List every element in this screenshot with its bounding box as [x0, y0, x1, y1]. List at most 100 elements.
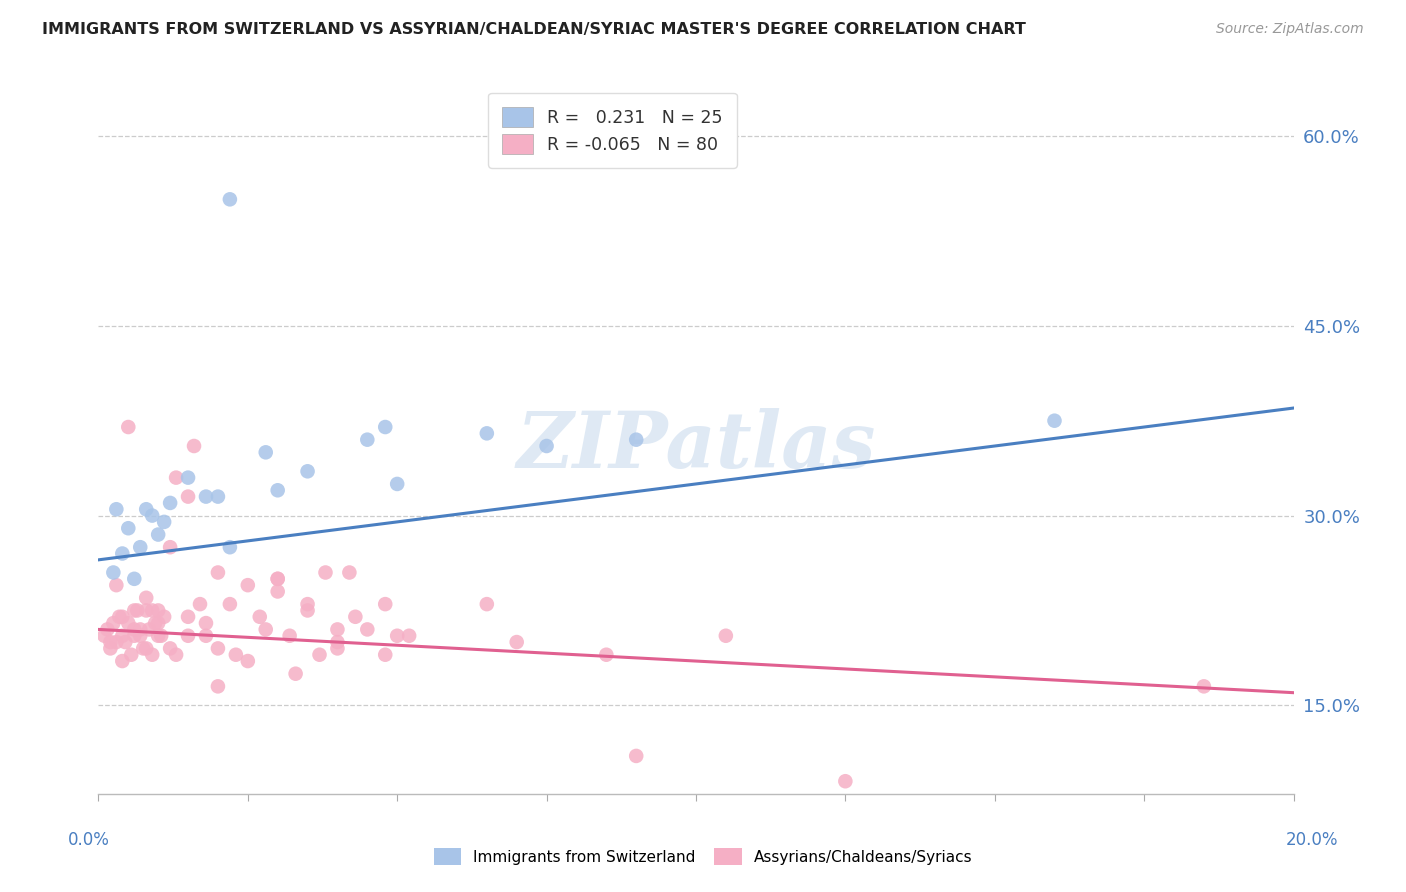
Point [374, 597, 396, 611]
Point [315, 566, 337, 580]
Point [344, 609, 367, 624]
Point [308, 648, 330, 662]
Point [150, 629, 173, 643]
Point [177, 609, 200, 624]
Point [267, 572, 290, 586]
Point [153, 515, 176, 529]
Legend: Immigrants from Switzerland, Assyrians/Chaldeans/Syriacs: Immigrants from Switzerland, Assyrians/C… [427, 842, 979, 871]
Text: Source: ZipAtlas.com: Source: ZipAtlas.com [1216, 22, 1364, 37]
Point [374, 648, 396, 662]
Point [188, 597, 211, 611]
Point [93, 629, 115, 643]
Point [249, 609, 271, 624]
Point [141, 508, 163, 523]
Point [105, 502, 128, 516]
Point [714, 629, 737, 643]
Point [98, 635, 122, 649]
Point [339, 566, 361, 580]
Point [129, 623, 152, 637]
Point [117, 420, 139, 434]
Point [267, 572, 290, 586]
Point [284, 666, 307, 681]
Point [475, 597, 498, 611]
Point [159, 540, 181, 554]
Point [148, 629, 170, 643]
Point [132, 641, 155, 656]
Text: 0.0%: 0.0% [67, 831, 110, 849]
Point [124, 623, 146, 637]
Point [129, 629, 152, 643]
Point [177, 490, 200, 504]
Point [111, 654, 134, 668]
Point [120, 648, 142, 662]
Point [105, 635, 128, 649]
Point [297, 603, 319, 617]
Point [297, 597, 319, 611]
Point [326, 641, 349, 656]
Point [236, 654, 259, 668]
Point [278, 629, 301, 643]
Point [96, 623, 118, 637]
Point [398, 629, 420, 643]
Point [297, 464, 319, 478]
Point [148, 603, 170, 617]
Point [111, 629, 134, 643]
Point [254, 445, 277, 459]
Point [124, 572, 146, 586]
Point [326, 635, 349, 649]
Point [385, 477, 409, 491]
Point [626, 748, 648, 763]
Legend: R =   0.231   N = 25, R = -0.065   N = 80: R = 0.231 N = 25, R = -0.065 N = 80 [488, 93, 737, 168]
Point [103, 616, 125, 631]
Point [207, 679, 229, 693]
Point [127, 603, 149, 617]
Point [111, 547, 134, 561]
Point [506, 635, 529, 649]
Point [225, 648, 247, 662]
Point [207, 490, 229, 504]
Point [1043, 414, 1066, 428]
Point [143, 616, 166, 631]
Point [153, 609, 176, 624]
Point [385, 629, 409, 643]
Point [177, 470, 200, 484]
Point [626, 433, 648, 447]
Text: 20.0%: 20.0% [1286, 831, 1339, 849]
Point [141, 603, 163, 617]
Point [834, 774, 856, 789]
Point [159, 641, 181, 656]
Point [103, 566, 125, 580]
Point [236, 578, 259, 592]
Point [183, 439, 205, 453]
Point [148, 616, 170, 631]
Point [141, 648, 163, 662]
Point [207, 566, 229, 580]
Point [356, 623, 378, 637]
Point [177, 629, 200, 643]
Text: ZIPatlas: ZIPatlas [516, 408, 876, 484]
Text: IMMIGRANTS FROM SWITZERLAND VS ASSYRIAN/CHALDEAN/SYRIAC MASTER'S DEGREE CORRELAT: IMMIGRANTS FROM SWITZERLAND VS ASSYRIAN/… [42, 22, 1026, 37]
Point [165, 648, 187, 662]
Point [595, 648, 617, 662]
Point [195, 616, 218, 631]
Point [117, 616, 139, 631]
Point [124, 629, 146, 643]
Point [111, 609, 134, 624]
Point [114, 635, 136, 649]
Point [374, 420, 396, 434]
Point [135, 502, 157, 516]
Point [207, 641, 229, 656]
Point [267, 584, 290, 599]
Point [135, 641, 157, 656]
Point [135, 603, 157, 617]
Point [195, 490, 218, 504]
Point [326, 623, 349, 637]
Point [138, 623, 160, 637]
Point [536, 439, 558, 453]
Point [124, 603, 146, 617]
Point [129, 540, 152, 554]
Point [475, 426, 498, 441]
Point [108, 609, 131, 624]
Point [267, 483, 290, 498]
Point [1192, 679, 1215, 693]
